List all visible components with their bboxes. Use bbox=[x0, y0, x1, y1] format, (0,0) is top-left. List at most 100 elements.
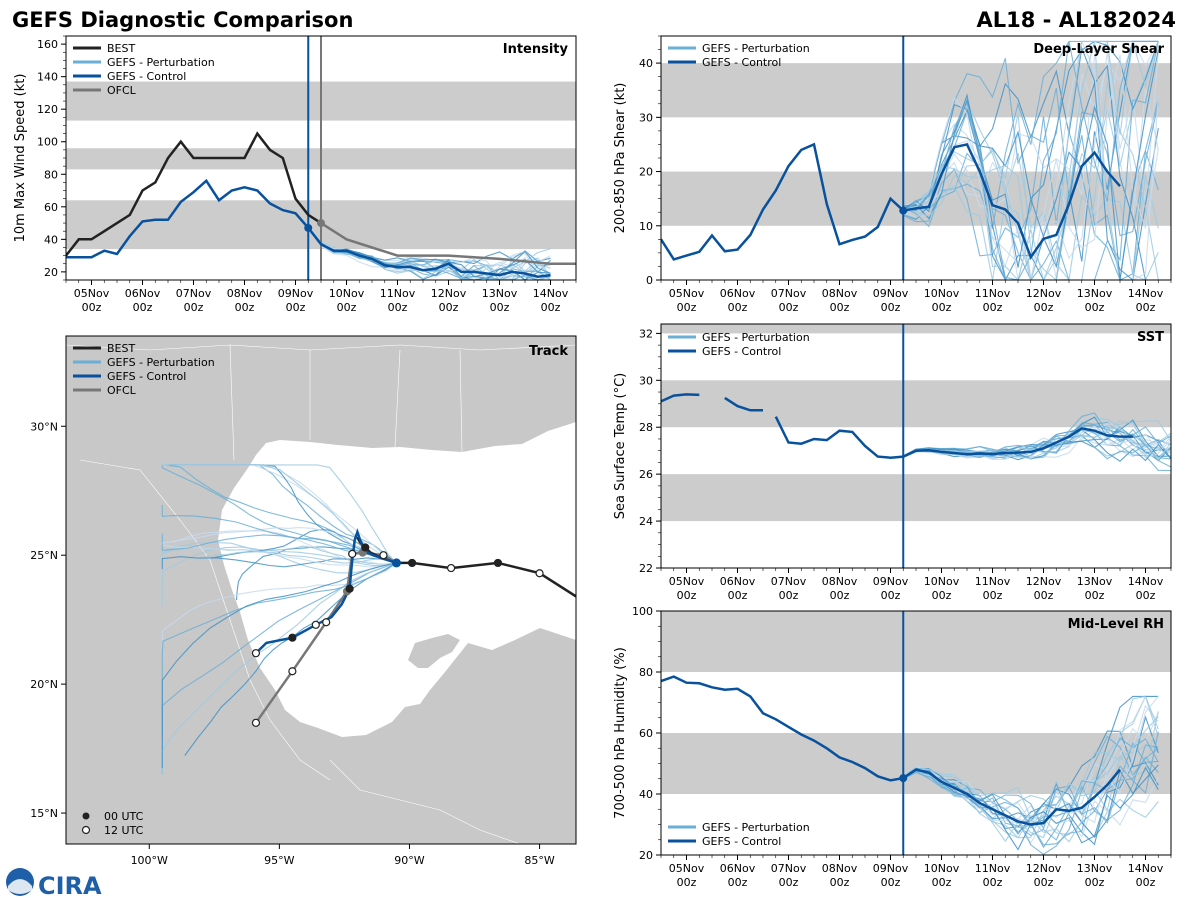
track-title: Track bbox=[529, 344, 568, 359]
rh-band-1 bbox=[661, 611, 1171, 672]
sst-ytick-label: 32 bbox=[639, 327, 653, 340]
rh-y-axis: 20 40 60 80 100 bbox=[632, 605, 661, 862]
sst-ytick-label: 22 bbox=[639, 562, 653, 575]
track-legend-label: OFCL bbox=[107, 384, 137, 397]
shear-xtick-hour: 00z bbox=[881, 301, 901, 314]
shear-xtick-hour: 00z bbox=[830, 301, 850, 314]
state-border-us bbox=[229, 344, 463, 461]
intensity-x-axis: 05Nov00z06Nov00z07Nov00z08Nov00z09Nov00z… bbox=[65, 280, 577, 314]
intensity-xtick-hour: 00z bbox=[439, 301, 459, 314]
rh-xtick-day: 06Nov bbox=[720, 862, 756, 875]
intensity-xtick-day: 14Nov bbox=[533, 287, 569, 300]
intensity-xtick-day: 11Nov bbox=[380, 287, 416, 300]
legend-12utc-marker bbox=[81, 825, 91, 835]
intensity-ytick-label: 60 bbox=[44, 201, 58, 214]
intensity-legend-label: OFCL bbox=[107, 84, 137, 97]
shear-perturbation-line bbox=[903, 40, 1159, 229]
rh-perturbation-line bbox=[903, 737, 1159, 829]
intensity-y-axis: 20 40 60 80 100 120 140 160 bbox=[37, 35, 66, 281]
rh-title: Mid-Level RH bbox=[1068, 617, 1164, 632]
sst-legend-label: GEFS - Control bbox=[702, 345, 781, 358]
noaa-seal-wave bbox=[8, 879, 32, 894]
track-perturbation-line bbox=[206, 545, 397, 567]
sst-control-segment-2 bbox=[774, 416, 1133, 459]
rh-xtick-hour: 00z bbox=[1034, 876, 1054, 889]
sst-xtick-hour: 00z bbox=[728, 589, 748, 602]
shear-ytick-label: 0 bbox=[646, 274, 653, 287]
sst-band-2 bbox=[661, 324, 1171, 334]
track-perturbation-line bbox=[161, 533, 397, 564]
sst-xtick-day: 13Nov bbox=[1077, 575, 1113, 588]
track-frame bbox=[65, 335, 577, 845]
sst-xtick-day: 05Nov bbox=[669, 575, 705, 588]
sst-y-axis: 22 24 26 28 30 32 bbox=[639, 327, 661, 575]
rh-perturbation-line bbox=[903, 741, 1159, 831]
shear-perturbation-line bbox=[903, 147, 1159, 280]
shear-xtick-hour: 00z bbox=[677, 301, 697, 314]
intensity-xtick-hour: 00z bbox=[82, 301, 102, 314]
intensity-xtick-hour: 00z bbox=[388, 301, 408, 314]
gulf-of-mexico bbox=[218, 422, 576, 737]
rh-xtick-hour: 00z bbox=[1136, 876, 1156, 889]
track-lat-label: 15°N bbox=[30, 807, 58, 820]
storm-id: AL18 - AL182024 bbox=[977, 8, 1177, 32]
track-legend-label: GEFS - Perturbation bbox=[107, 356, 215, 369]
sst-xtick-hour: 00z bbox=[1034, 589, 1054, 602]
shear-perturbation-line bbox=[903, 41, 1159, 280]
shear-xtick-day: 08Nov bbox=[822, 287, 858, 300]
track-legend-label: BEST bbox=[107, 342, 135, 355]
rh-xtick-hour: 00z bbox=[881, 876, 901, 889]
intensity-main-lines bbox=[66, 36, 576, 280]
intensity-ytick-label: 160 bbox=[37, 38, 58, 51]
border-central-america bbox=[329, 759, 521, 844]
intensity-xtick-hour: 00z bbox=[286, 301, 306, 314]
sst-bands bbox=[661, 324, 1171, 522]
track-marker-legend: 00 UTC 12 UTC bbox=[81, 810, 144, 837]
shear-xtick-hour: 00z bbox=[728, 301, 748, 314]
rh-perturbation-line bbox=[903, 716, 1159, 843]
track-perturbation-line bbox=[177, 464, 397, 564]
sst-ytick-label: 24 bbox=[639, 515, 653, 528]
rh-ytick-label: 20 bbox=[639, 849, 653, 862]
shear-perturbation-line bbox=[903, 64, 1159, 280]
track-markers bbox=[251, 543, 544, 727]
rh-xtick-day: 13Nov bbox=[1077, 862, 1113, 875]
shear-perturbation-line bbox=[903, 55, 1159, 264]
intensity-xtick-hour: 00z bbox=[490, 301, 510, 314]
sst-xtick-day: 11Nov bbox=[975, 575, 1011, 588]
sst-ytick-label: 28 bbox=[639, 421, 653, 434]
sst-xtick-hour: 00z bbox=[1136, 589, 1156, 602]
sst-xtick-hour: 00z bbox=[677, 589, 697, 602]
shear-xtick-day: 09Nov bbox=[873, 287, 909, 300]
track-lon-label: 85°W bbox=[524, 854, 554, 867]
track-control-00utc-marker bbox=[288, 633, 297, 642]
shear-xtick-hour: 00z bbox=[779, 301, 799, 314]
sst-ylabel: Sea Surface Temp (°C) bbox=[613, 373, 628, 520]
sst-band-1 bbox=[661, 380, 1171, 428]
shear-ylabel: 200-850 hPa Shear (kt) bbox=[613, 83, 628, 234]
intensity-xtick-hour: 00z bbox=[541, 301, 561, 314]
rh-x-axis: 05Nov00z06Nov00z07Nov00z08Nov00z09Nov00z… bbox=[660, 855, 1172, 889]
track-panel: 100°W 95°W 90°W 85°W15°N20°N25°N30°N Track … bbox=[30, 335, 577, 867]
track-ofcl-12utc-marker bbox=[322, 618, 331, 627]
rh-xtick-day: 08Nov bbox=[822, 862, 858, 875]
intensity-xtick-hour: 00z bbox=[337, 301, 357, 314]
sst-xtick-hour: 00z bbox=[830, 589, 850, 602]
sst-band-0 bbox=[661, 474, 1171, 522]
track-lon-label: 95°W bbox=[264, 854, 294, 867]
sst-title: SST bbox=[1137, 330, 1164, 345]
shear-main-lines bbox=[661, 36, 1121, 280]
track-best-12utc-marker bbox=[447, 563, 456, 573]
intensity-xtick-day: 10Nov bbox=[329, 287, 365, 300]
sst-xtick-hour: 00z bbox=[932, 589, 952, 602]
sst-legend-label: GEFS - Perturbation bbox=[702, 331, 810, 344]
shear-perturbation-line bbox=[903, 58, 1159, 237]
shear-perturbation-line bbox=[902, 49, 1159, 280]
intensity-xtick-day: 13Nov bbox=[482, 287, 518, 300]
shear-control-marker bbox=[899, 206, 908, 215]
